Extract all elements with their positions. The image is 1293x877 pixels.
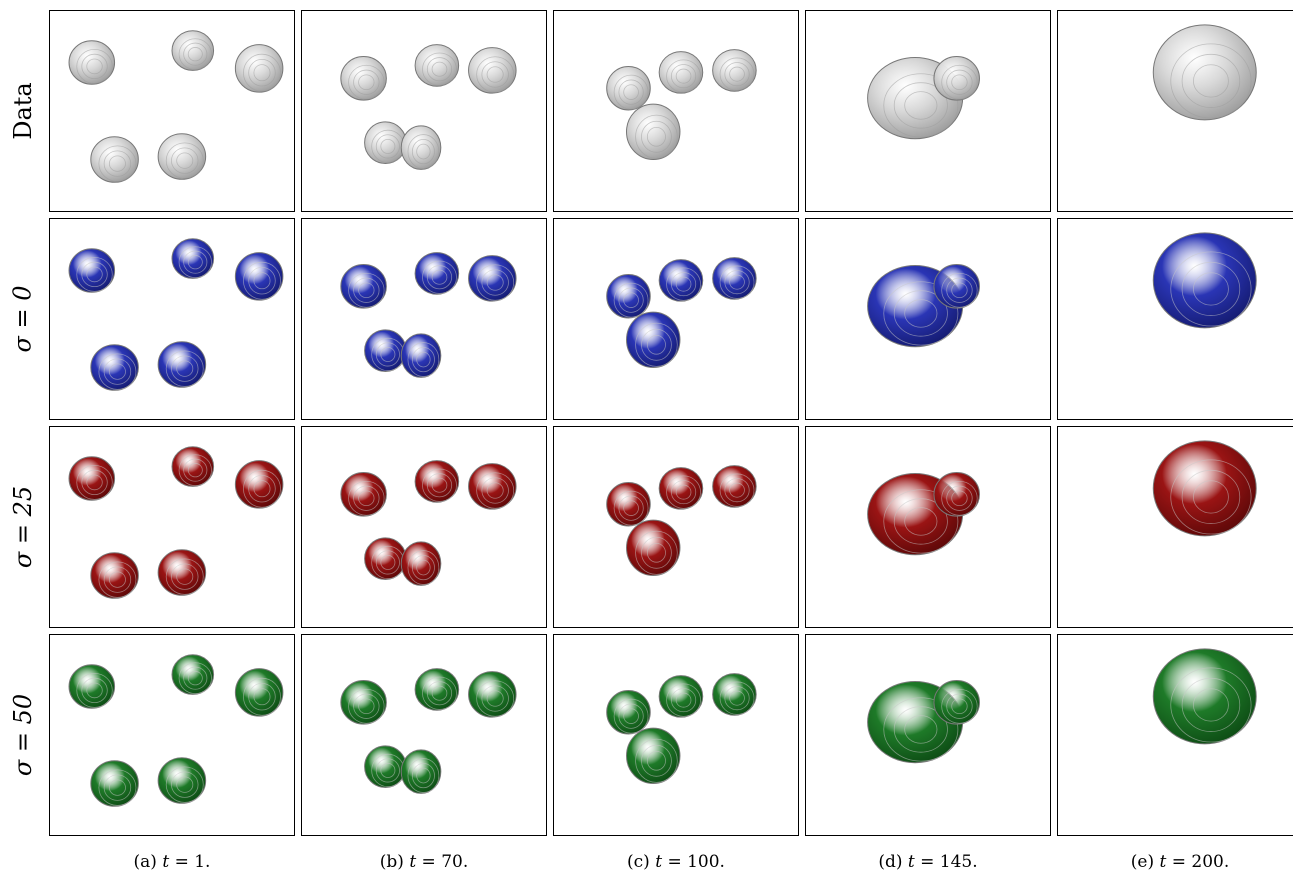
panel-r3-c2 (301, 426, 547, 628)
panel-r1-c5 (1057, 10, 1293, 212)
panel-r4-c5 (1057, 634, 1293, 836)
row-label-data: Data (9, 82, 38, 140)
caption-a: (a) t = 1. (133, 852, 211, 872)
panel-r4-c4 (805, 634, 1051, 836)
caption-d: (d) t = 145. (878, 852, 978, 872)
panel-r4-c3 (553, 634, 799, 836)
panel-r2-c2 (301, 218, 547, 420)
panel-r1-c4 (805, 10, 1051, 212)
caption-c: (c) t = 100. (627, 852, 725, 872)
row-label-sigma-50: σ = 50 (9, 693, 38, 777)
panel-r3-c3 (553, 426, 799, 628)
panel-r2-c4 (805, 218, 1051, 420)
panel-r3-c4 (805, 426, 1051, 628)
panel-r4-c1 (49, 634, 295, 836)
panel-r3-c5 (1057, 426, 1293, 628)
caption-e: (e) t = 200. (1130, 852, 1230, 872)
row-label-sigma-0: σ = 0 (9, 285, 37, 353)
panel-r1-c2 (301, 10, 547, 212)
panel-r4-c2 (301, 634, 547, 836)
caption-b: (b) t = 70. (379, 852, 469, 872)
panel-r2-c3 (553, 218, 799, 420)
panel-r2-c5 (1057, 218, 1293, 420)
panel-r2-c1 (49, 218, 295, 420)
row-label-sigma-25: σ = 25 (9, 485, 38, 569)
panel-r3-c1 (49, 426, 295, 628)
panel-r1-c1 (49, 10, 295, 212)
panel-r1-c3 (553, 10, 799, 212)
